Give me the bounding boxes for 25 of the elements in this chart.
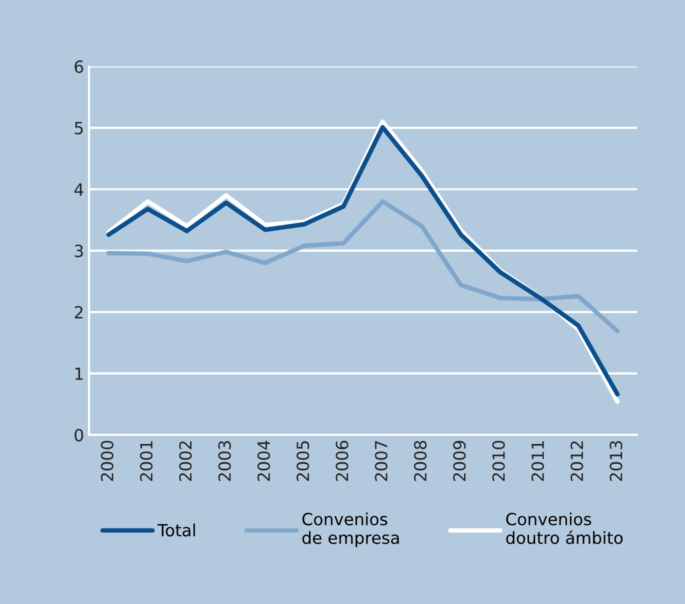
y-tick-label: 3 <box>74 244 83 258</box>
x-tick-label: 2008 <box>414 440 427 481</box>
x-tick-label: 2002 <box>179 441 192 481</box>
x-tick-label: 2000 <box>100 440 114 481</box>
y-tick-label: 1 <box>75 368 83 380</box>
legend-label: Total <box>158 524 195 536</box>
x-tick-label: 2005 <box>296 441 310 481</box>
y-tick-label: 0 <box>74 428 84 442</box>
x-tick-label: 2006 <box>336 440 348 481</box>
y-tick-label: 4 <box>74 183 84 196</box>
legend-label: Convenios de empresa <box>302 512 399 548</box>
x-tick-label: 2009 <box>453 440 466 481</box>
y-tick-label: 5 <box>74 122 83 134</box>
x-tick-label: 2004 <box>257 440 270 481</box>
x-tick-label: 2007 <box>374 441 388 481</box>
line-series <box>106 199 620 334</box>
y-tick-label: 2 <box>74 306 83 318</box>
x-tick-label: 2010 <box>492 440 505 481</box>
y-tick-label: 6 <box>74 60 84 74</box>
x-tick-label: 2013 <box>610 441 622 481</box>
x-tick-label: 2011 <box>531 441 544 481</box>
legend-label: Convenios doutro ámbito <box>506 512 623 544</box>
x-tick-label: 2001 <box>140 441 153 481</box>
x-tick-label: 2003 <box>218 441 231 481</box>
x-tick-label: 2012 <box>570 441 584 481</box>
